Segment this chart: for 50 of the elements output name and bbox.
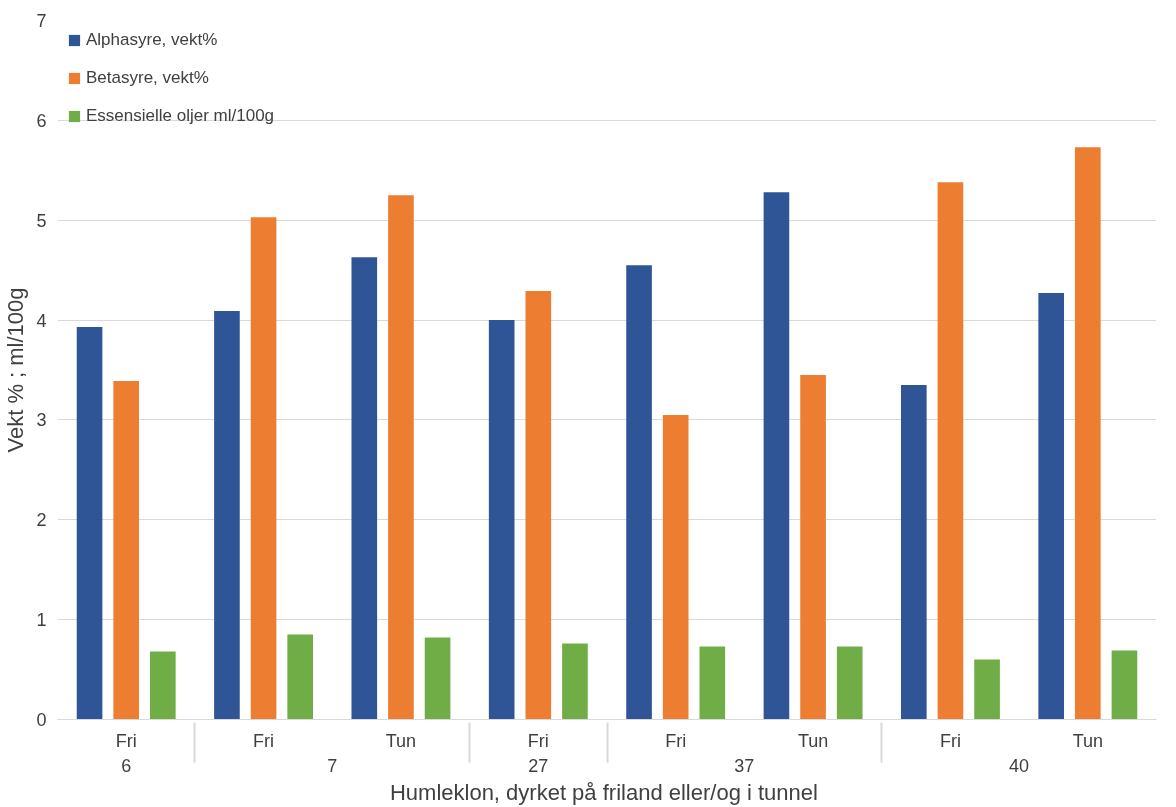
- legend-label: Betasyre, vekt%: [86, 68, 209, 88]
- category-label: 6: [121, 755, 132, 776]
- bar: [562, 643, 588, 720]
- category-label: Fri: [115, 730, 137, 751]
- x-axis-title: Humleklon, dyrket på friland eller/og i tunnel: [389, 779, 818, 805]
- bar: [1111, 650, 1138, 720]
- category-label: 7: [327, 755, 338, 776]
- bar: [424, 637, 451, 720]
- bar: [626, 265, 652, 720]
- category-label: Tun: [385, 730, 417, 751]
- bar: [937, 182, 964, 720]
- bar: [287, 634, 314, 720]
- category-label: Fri: [527, 730, 549, 751]
- bar: [150, 651, 176, 720]
- bar: [214, 311, 240, 720]
- legend-label: Alphasyre, vekt%: [86, 30, 218, 50]
- bar: [763, 192, 790, 720]
- y-tick-label: 7: [36, 11, 47, 31]
- category-label: Fri: [253, 730, 275, 751]
- bar: [1074, 147, 1101, 720]
- bar: [800, 374, 826, 720]
- y-tick-label: 3: [36, 410, 47, 431]
- category-label: Fri: [665, 730, 687, 751]
- bar: [836, 646, 863, 720]
- bar: [525, 291, 552, 720]
- bar: [250, 217, 277, 720]
- y-tick-label: 5: [36, 210, 47, 231]
- category-label: 37: [734, 755, 755, 776]
- category-label: Tun: [1072, 730, 1103, 751]
- bar: [900, 384, 927, 720]
- bar: [388, 195, 414, 720]
- y-tick-label: 4: [36, 310, 47, 331]
- bar: [113, 380, 140, 720]
- y-axis-title: Vekt % ; ml/100g: [3, 287, 29, 453]
- bar: [974, 659, 1000, 720]
- y-tick-label: 0: [36, 710, 47, 730]
- category-label: Tun: [797, 730, 829, 751]
- bar: [662, 414, 689, 720]
- bar: [76, 327, 103, 720]
- bar: [1038, 293, 1064, 720]
- bar: [488, 320, 515, 720]
- category-label: 27: [528, 755, 549, 776]
- legend-label: Essensielle oljer ml/100g: [86, 106, 275, 126]
- y-tick-label: 1: [36, 610, 47, 631]
- y-tick-label: 2: [36, 510, 47, 531]
- bar: [699, 646, 726, 720]
- category-label: Fri: [939, 730, 961, 751]
- y-tick-label: 6: [36, 110, 47, 131]
- category-label: 40: [1009, 755, 1030, 776]
- bar: [351, 257, 378, 720]
